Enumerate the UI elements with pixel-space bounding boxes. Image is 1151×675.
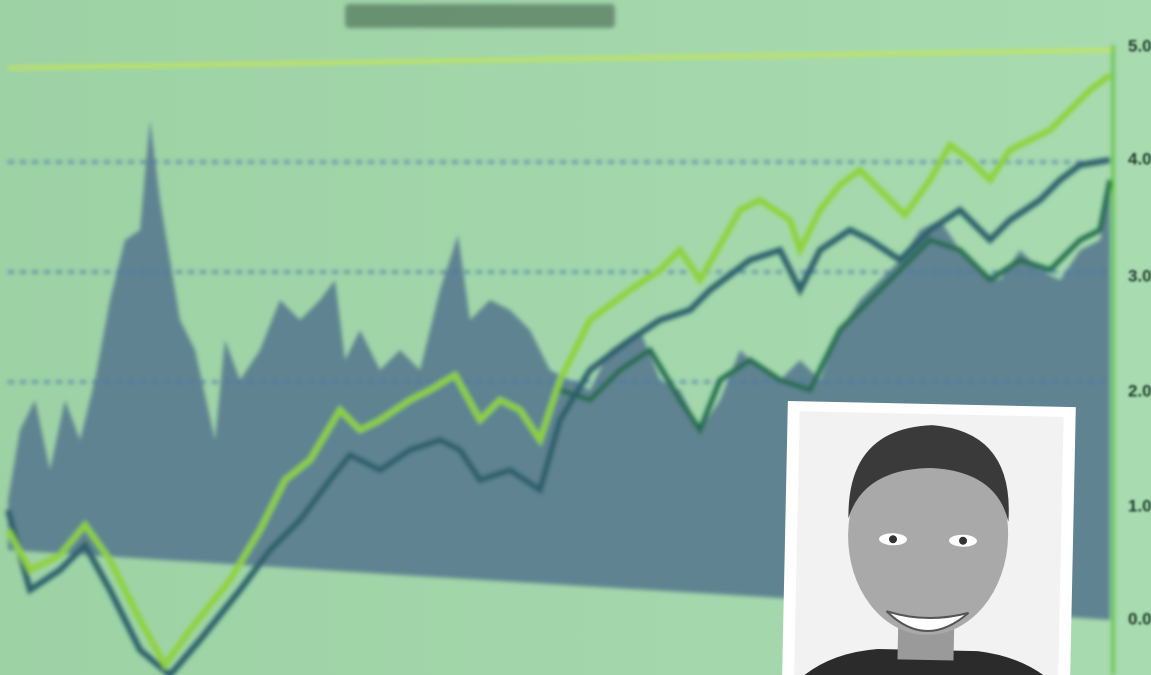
portrait (782, 401, 1076, 675)
line-dark (559, 179, 1113, 436)
axis-label: 1.0 (1128, 496, 1151, 515)
axis-label: 0.0 (1128, 609, 1151, 628)
axis-label: 3.0 (1128, 266, 1151, 285)
hair (848, 425, 1009, 522)
axis-labels: 5.0 4.0 3.0 2.0 1.0 0.0 (1128, 36, 1151, 628)
blurred-title (345, 4, 615, 28)
axis-label: 2.0 (1128, 381, 1151, 400)
axis-label: 5.0 (1128, 36, 1151, 55)
top-line (7, 48, 1114, 70)
smile (885, 610, 970, 632)
shoulders (797, 648, 1057, 675)
line-light (5, 72, 1112, 671)
pupil (889, 535, 898, 544)
face (848, 435, 1009, 635)
pupil (958, 536, 967, 545)
line-mid (5, 157, 1111, 675)
axis-label: 4.0 (1128, 149, 1151, 168)
